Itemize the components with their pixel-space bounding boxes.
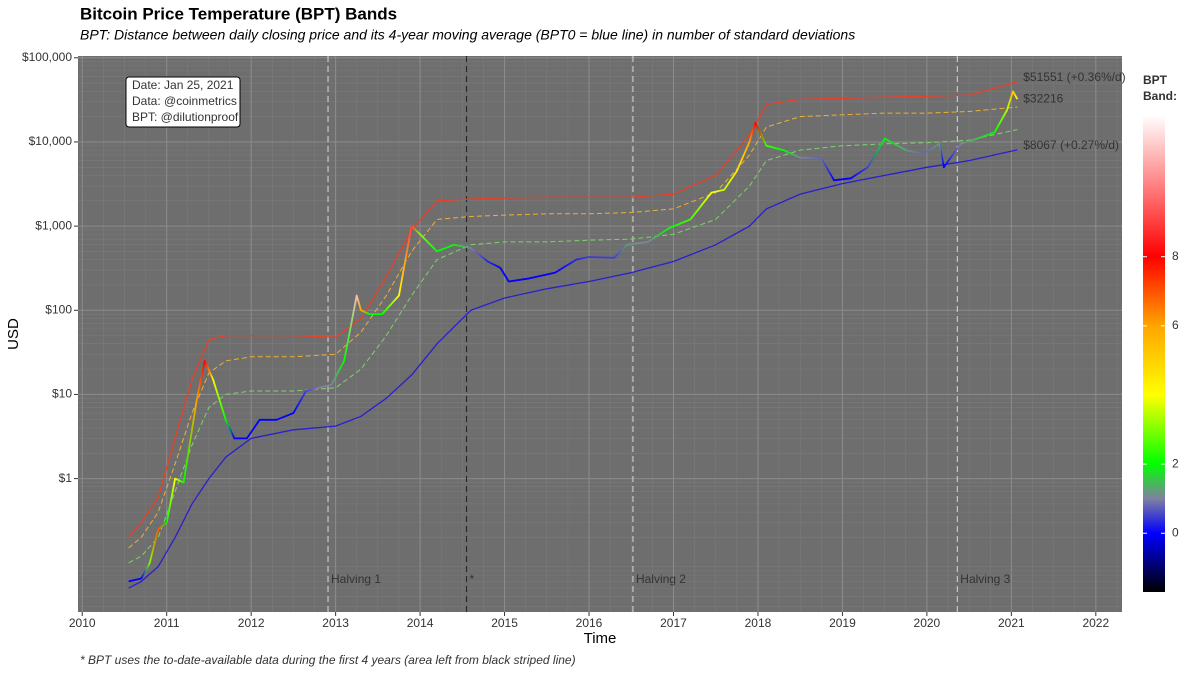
- plot-panel: [78, 56, 1122, 612]
- x-tick-label: 2016: [576, 616, 603, 630]
- colorbar-tick-label: 6: [1172, 318, 1179, 332]
- info-text: Date: Jan 25, 2021: [132, 78, 234, 92]
- footnote: * BPT uses the to-date-available data du…: [80, 653, 576, 667]
- x-tick-label: 2021: [998, 616, 1025, 630]
- band-line: [128, 106, 1018, 549]
- event-label: *: [470, 572, 475, 586]
- x-tick-label: 2012: [238, 616, 265, 630]
- colorbar-title: Band:: [1143, 89, 1177, 103]
- colorbar-tick-label: 2: [1172, 456, 1179, 470]
- info-text: Data: @coinmetrics: [132, 94, 237, 108]
- event-label: Halving 3: [960, 572, 1010, 586]
- y-tick-label: $10,000: [29, 134, 73, 148]
- y-tick-label: $1,000: [35, 218, 72, 232]
- colorbar-tick-label: 0: [1172, 525, 1179, 539]
- x-tick-label: 2019: [829, 616, 856, 630]
- end-label: $8067 (+0.27%/d): [1023, 138, 1119, 152]
- info-text: BPT: @dilutionproof: [132, 110, 239, 124]
- price-line: [128, 90, 1019, 583]
- event-label: Halving 1: [331, 572, 381, 586]
- y-tick-label: $10: [52, 387, 72, 401]
- colorbar-title: BPT: [1143, 73, 1168, 87]
- info-box: [125, 76, 241, 128]
- colorbar: [1143, 115, 1165, 592]
- x-tick-label: 2013: [322, 616, 349, 630]
- y-tick-label: $100: [45, 302, 72, 316]
- x-tick-label: 2015: [491, 616, 518, 630]
- x-tick-label: 2017: [660, 616, 687, 630]
- x-tick-label: 2011: [154, 616, 180, 630]
- chart-subtitle: BPT: Distance between daily closing pric…: [80, 27, 855, 43]
- x-axis-title: Time: [584, 630, 617, 647]
- band-line: [128, 129, 1018, 564]
- band-line: [128, 149, 1018, 589]
- chart-title: Bitcoin Price Temperature (BPT) Bands: [80, 4, 397, 23]
- x-tick-label: 2018: [745, 616, 772, 630]
- band-line: [128, 81, 1018, 538]
- x-tick-label: 2010: [69, 616, 96, 630]
- y-tick-label: $100,000: [22, 50, 72, 64]
- y-tick-label: $1: [59, 471, 73, 485]
- end-label: $51551 (+0.36%/d): [1023, 70, 1125, 84]
- x-tick-label: 2022: [1082, 616, 1109, 630]
- y-axis-title: USD: [5, 318, 22, 350]
- colorbar-tick-label: 8: [1172, 249, 1179, 263]
- event-label: Halving 2: [636, 572, 686, 586]
- end-label: $32216: [1023, 91, 1063, 105]
- x-tick-label: 2014: [407, 616, 434, 630]
- x-tick-label: 2020: [914, 616, 941, 630]
